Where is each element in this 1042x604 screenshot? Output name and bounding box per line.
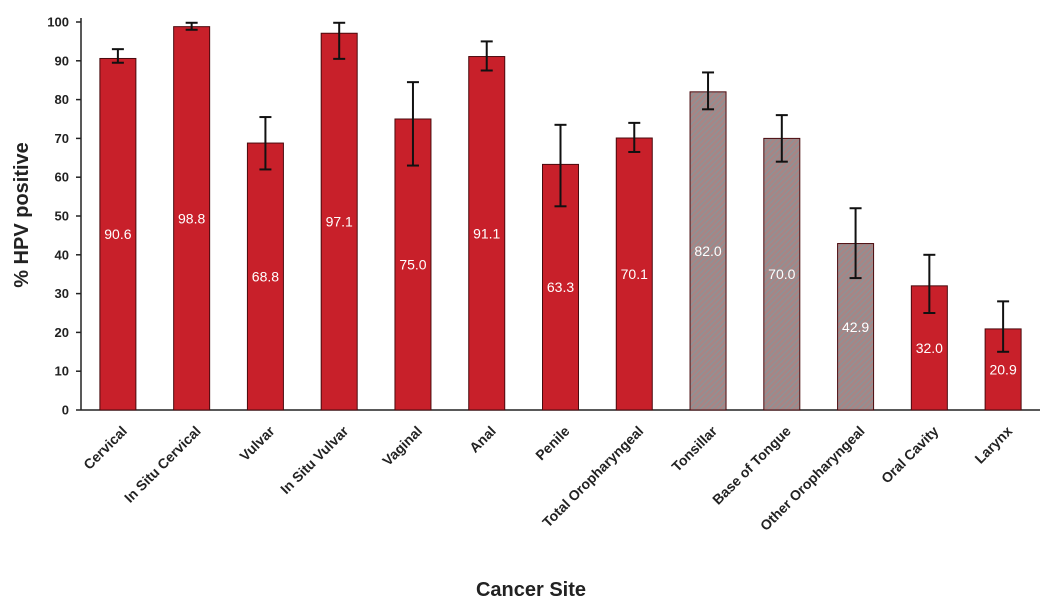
y-tick-label: 70 [55, 131, 69, 146]
data-label: 82.0 [694, 243, 721, 259]
x-tick-label: Cervical [80, 423, 130, 473]
x-tick-label: Larynx [971, 423, 1015, 467]
x-tick-label: Penile [532, 423, 573, 464]
bar [689, 91, 727, 411]
data-label: 91.1 [473, 225, 500, 241]
bar [615, 137, 653, 411]
data-label: 70.1 [621, 266, 648, 282]
y-tick-label: 100 [47, 15, 69, 30]
y-axis-title: % HPV positive [11, 142, 33, 288]
bars-group: 90.6 Cervical 98.8 In Situ Cervical 68.8 Vulv… [80, 21, 1022, 534]
data-label: 98.8 [178, 210, 205, 226]
x-tick-label: In Situ Vulvar [277, 422, 352, 497]
data-label: 42.9 [842, 319, 869, 335]
y-tick-label: 20 [55, 325, 69, 340]
data-label: 20.9 [989, 361, 1016, 377]
y-tick-label: 80 [55, 92, 69, 107]
y-tick-label: 10 [55, 364, 69, 379]
data-label: 75.0 [399, 257, 426, 273]
x-tick-label: Base of Tongue [709, 423, 794, 508]
bar [394, 118, 432, 411]
y-axis-title-group: % HPV positive [11, 142, 33, 288]
data-label: 90.6 [104, 226, 131, 242]
data-label: 63.3 [547, 279, 574, 295]
x-tick-label: Vulvar [236, 422, 278, 464]
x-tick-label: In Situ Cervical [121, 423, 204, 506]
data-label: 97.1 [326, 214, 353, 230]
y-tick-label: 40 [55, 247, 69, 262]
x-tick-label: Anal [466, 423, 499, 456]
axes: 0 10 20 30 40 50 60 70 80 90 100 [47, 15, 1040, 418]
bar [173, 26, 211, 411]
x-axis-title: Cancer Site [476, 579, 586, 601]
y-tick-label: 90 [55, 53, 69, 68]
bar [99, 57, 137, 411]
y-tick-label: 50 [55, 209, 69, 224]
x-tick-label: Tonsillar [668, 422, 720, 474]
y-tick-label: 30 [55, 286, 69, 301]
y-tick-label: 60 [55, 170, 69, 185]
bar [246, 142, 284, 411]
data-label: 32.0 [916, 340, 943, 356]
data-label: 68.8 [252, 269, 279, 285]
bar [320, 32, 358, 411]
y-tick-label: 0 [62, 403, 69, 418]
data-label: 70.0 [768, 266, 795, 282]
x-tick-label: Oral Cavity [878, 423, 942, 487]
bar [468, 56, 506, 411]
x-tick-label: Vaginal [379, 423, 425, 469]
